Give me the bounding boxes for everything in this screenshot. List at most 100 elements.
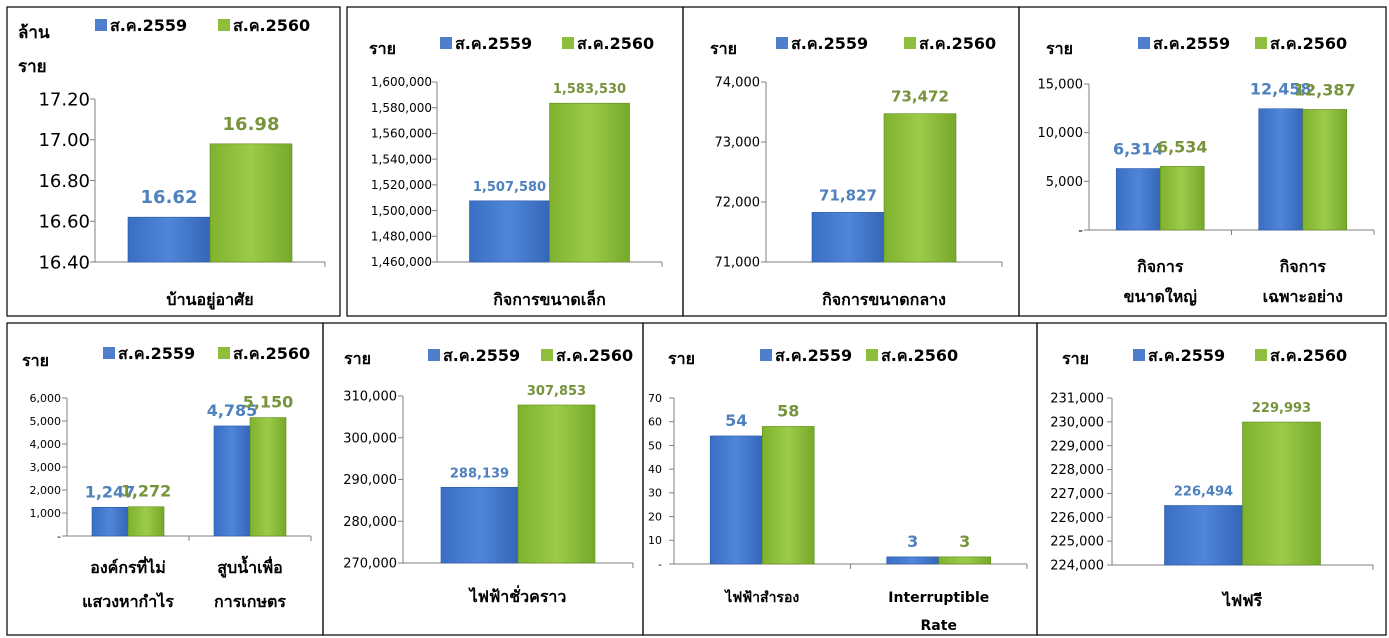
- y-unit-label: ราย: [22, 351, 49, 370]
- data-label-2560: 58: [777, 401, 799, 420]
- data-label-2560: 3: [959, 532, 970, 551]
- y-tick-label: 1,560,000: [371, 127, 432, 141]
- legend-label-2559: ส.ค.2559: [118, 344, 195, 363]
- y-tick-label: 30: [648, 487, 662, 500]
- legend-swatch-2559: [776, 37, 788, 49]
- chart-panel-4: ส.ค.2559 ส.ค.2560 ราย - 5,000 10,000 15,000 6,3…: [1018, 6, 1387, 317]
- bar-2559: [440, 486, 519, 564]
- legend-swatch-2559: [1133, 349, 1145, 361]
- y-tick-label: 5,000: [1046, 175, 1083, 190]
- legend-swatch-2560: [1255, 37, 1267, 49]
- chart-panel-3: ส.ค.2559 ส.ค.2560 ราย 71,000 72,000 73,000 74,…: [682, 6, 1020, 317]
- y-tick-label: 1,460,000: [371, 255, 432, 269]
- legend-swatch-2559: [428, 349, 440, 361]
- y-tick-label: 16.60: [38, 212, 90, 233]
- legend-swatch-2559: [440, 37, 452, 49]
- y-tick-label: 3,000: [30, 461, 62, 474]
- y-tick-label: 1,500,000: [371, 204, 432, 218]
- chart-panel-2: ส.ค.2559 ส.ค.2560 ราย 1,460,000 1,480,000 1,5…: [346, 6, 684, 317]
- y-unit-label: ราย: [344, 349, 371, 368]
- data-label-2560: 1,272: [121, 482, 172, 501]
- bar-2559: [1164, 505, 1243, 566]
- category-label: ขนาดใหญ่: [1124, 287, 1197, 307]
- y-tick-label: 1,540,000: [371, 152, 432, 166]
- bar-2559: [709, 435, 763, 565]
- y-tick-label: 17.20: [38, 89, 90, 110]
- category-label: กิจการขนาดเล็ก: [493, 288, 606, 309]
- bar-2560: [883, 113, 957, 263]
- data-label-2560: 12,387: [1294, 80, 1356, 99]
- bar-2559: [1115, 168, 1161, 231]
- legend-label-2559: ส.ค.2559: [455, 34, 532, 53]
- bar-2560: [549, 102, 630, 263]
- y-tick-label: 1,580,000: [371, 101, 432, 115]
- legend-swatch-2559: [103, 347, 115, 359]
- y-tick-label: 6,000: [30, 392, 62, 405]
- legend-swatch-2560: [904, 37, 916, 49]
- data-label-2559: 71,827: [819, 186, 877, 204]
- y-tick-label: 226,000: [1050, 511, 1104, 526]
- bar-2559: [811, 212, 885, 263]
- y-tick-label: 1,520,000: [371, 178, 432, 192]
- y-unit-label: ราย: [1046, 39, 1073, 58]
- y-tick-label: 74,000: [715, 76, 761, 91]
- y-tick-label: 40: [648, 463, 662, 476]
- legend-label-2559: ส.ค.2559: [110, 16, 187, 35]
- chart-panel-7: ส.ค.2559 ส.ค.2560 ราย - 10 20 30 40 50 60 70 54 58 ไฟ…: [642, 322, 1038, 636]
- legend-swatch-2560: [1255, 349, 1267, 361]
- y-tick-label: 16.40: [38, 252, 90, 273]
- data-label-2559: 54: [725, 411, 747, 430]
- legend-label-2560: ส.ค.2560: [1270, 34, 1347, 53]
- data-label-2560: 307,853: [527, 384, 586, 399]
- bar-2559: [1258, 108, 1304, 231]
- y-tick-label: 5,000: [30, 415, 62, 428]
- y-tick-label: 60: [648, 416, 662, 429]
- legend-label-2560: ส.ค.2560: [577, 34, 654, 53]
- y-tick-label: 1,480,000: [371, 229, 432, 243]
- y-tick-label: 16.80: [38, 171, 90, 192]
- legend-label-2559: ส.ค.2559: [1148, 346, 1225, 365]
- y-tick-label: 17.00: [38, 130, 90, 151]
- y-tick-label: 227,000: [1050, 487, 1104, 502]
- bar-2560: [517, 404, 596, 564]
- y-tick-label: 231,000: [1050, 392, 1104, 407]
- y-tick-label: 72,000: [715, 196, 761, 211]
- y-tick-label: 280,000: [343, 515, 397, 530]
- y-tick-label: 73,000: [715, 136, 761, 151]
- y-tick-label: 270,000: [343, 557, 397, 572]
- legend-label-2560: ส.ค.2560: [556, 346, 633, 365]
- legend-label-2560: ส.ค.2560: [233, 344, 310, 363]
- category-label: กิจการ: [1279, 257, 1326, 276]
- y-tick-label: 1,600,000: [371, 75, 432, 89]
- legend-swatch-2559: [95, 19, 107, 31]
- category-label: กิจการ: [1137, 257, 1184, 276]
- bar-2559: [127, 216, 211, 263]
- legend-swatch-2560: [866, 349, 878, 361]
- bar-2560: [1302, 109, 1348, 231]
- data-label-2560: 229,993: [1252, 401, 1311, 416]
- y-tick-label: 230,000: [1050, 415, 1104, 430]
- category-label: ไฟฟ้าสำรอง: [723, 588, 799, 606]
- category-label: Interruptible: [888, 590, 989, 606]
- bar-2559: [886, 556, 940, 565]
- bar-2560: [1242, 421, 1321, 566]
- bar-2559: [91, 507, 129, 537]
- chart-panel-8: ส.ค.2559 ส.ค.2560 ราย 224,000 225,000 226,000…: [1036, 322, 1387, 636]
- legend-swatch-2560: [562, 37, 574, 49]
- panel-border: [642, 322, 1038, 636]
- chart-panel-5: ส.ค.2559 ส.ค.2560 ราย - 1,000 2,000 3,000 4,000…: [6, 322, 324, 636]
- y-tick-label: 10,000: [1038, 126, 1084, 141]
- data-label-2559: 1,507,580: [473, 180, 546, 195]
- bar-2560: [127, 506, 165, 537]
- y-tick-label: 224,000: [1050, 559, 1104, 574]
- y-tick-label: 20: [648, 510, 662, 523]
- y-tick-label: 1,000: [30, 507, 62, 520]
- data-label-2560: 1,583,530: [553, 82, 626, 97]
- chart-panel-6: ส.ค.2559 ส.ค.2560 ราย 270,000 280,000 290,000…: [322, 322, 644, 636]
- legend-swatch-2560: [218, 19, 230, 31]
- y-tick-label: 71,000: [715, 256, 761, 271]
- category-label: เฉพาะอย่าง: [1263, 287, 1343, 306]
- y-tick-label: 310,000: [343, 390, 397, 405]
